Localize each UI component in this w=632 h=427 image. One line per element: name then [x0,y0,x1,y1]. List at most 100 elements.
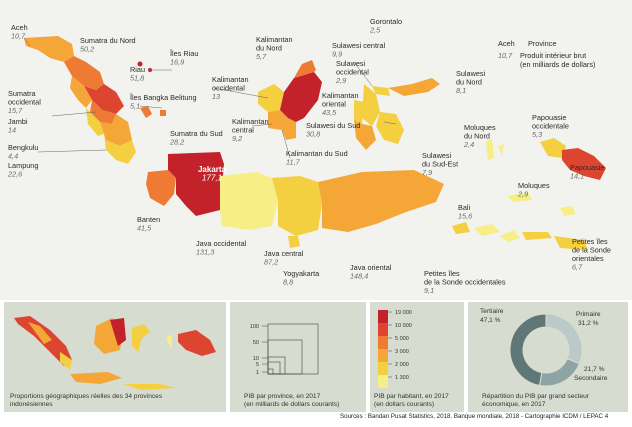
province-sumbar-shape [70,76,92,108]
province-value-malut: 2,4 [463,140,474,149]
province-value-gorontalo: 2,5 [369,26,381,35]
province-value-yogya: 8,8 [283,278,294,287]
province-value-papua: 14,1 [570,172,584,181]
repartition-caption-2: économique, en 2017 [482,401,546,408]
province-kalsel-shape [282,118,296,140]
province-sulut-shape [388,78,440,96]
province-label-kalbar: occidental [212,84,245,93]
province-ntt-shape-2 [554,236,588,250]
province-label-babel: Îles Bangka Belitung [129,93,197,102]
pib-province-scale-label: 5 [256,362,259,368]
province-label-pabar: occidentale [532,122,569,131]
province-label-sumbar: Sumatra [8,89,37,98]
province-ntb-shape [474,224,500,236]
province-label-ntt: de la Sonde [572,246,611,255]
province-sulbar-shape [354,100,364,124]
legend-key-region-label: Province [528,39,556,48]
province-value-aceh: 10,7 [11,32,26,41]
province-pabar-shape [540,138,566,158]
province-sultra-shape [376,112,404,144]
province-sulsel-shape [354,120,376,150]
province-label-ntb: Petites îles [424,269,460,278]
pib-province-scale-label: 10 [253,356,259,362]
province-label-jakarta: Jakarta [198,165,227,174]
province-label-bali: Bali [458,203,471,212]
province-label-sultra: du Sud-Est [422,160,458,169]
province-jateng-shape [272,176,322,236]
province-value-jambi: 14 [8,126,16,135]
pib-habitant-swatch [378,323,388,336]
pib-habitant-scale-label: 1 300 [395,375,409,381]
leader-lines [23,37,397,159]
pib-habitant-caption-1: PIB par habitant, en 2017 [374,393,449,400]
sector-primaire-percent: 31,2 % [578,320,599,327]
province-value-babel: 5,1 [130,102,140,111]
province-label-pabar: Papouasie [532,113,567,122]
map-legend-key: Aceh Province 10,7 Produit intérieur bru… [498,39,595,69]
province-value-sultra: 7,9 [422,168,432,177]
pib-habitant-caption-2: (en dollars courants) [374,401,434,408]
province-ntt-shape [522,232,552,240]
province-value-lampung: 22,6 [7,170,23,179]
province-malut-shape-2 [498,144,504,156]
province-gorontalo-shape [372,86,390,96]
province-riau-shape [84,84,124,114]
province-value-kepri: 16,9 [170,58,184,67]
province-label-sulbar: Sulawesi [336,59,366,68]
pib-province-caption-1: PIB par province, en 2017 [244,393,321,400]
province-label-jateng: Java central [264,249,304,258]
province-label-jambi: Jambi [8,117,28,126]
province-kaltara-shape [294,60,316,78]
province-kaltim-shape [280,72,322,122]
pib-habitant-scale-label: 19 000 [395,310,412,316]
province-papua-shape [562,148,606,180]
province-value-sumsel: 28,2 [169,138,184,147]
province-label-jabar: Java occidental [196,239,247,248]
province-value-banten: 41,5 [137,224,152,233]
province-label-kaltara: Kalimantan [256,35,293,44]
province-babel-shape-2 [160,110,166,116]
province-label-sulut: du Nord [456,78,482,87]
panel-pib-province [230,302,366,412]
province-label-kalsel: Kalimantan du Sud [286,149,348,158]
province-label-kaltim: Kalimantan [322,91,359,100]
sector-primaire-name: Primaire [576,311,601,318]
province-label-aceh: Aceh [11,23,28,32]
sector-tertiaire-percent: 47,1 % [480,317,501,324]
province-label-banten: Banten [137,215,160,224]
province-lampung-shape [104,134,136,164]
legend-key-value-label-1: Produit intérieur brut [520,51,586,60]
province-value-ntt: 6,7 [572,263,583,272]
province-label-riau: Riau [130,65,145,74]
province-label-kaltara: du Nord [256,44,282,53]
source-text: Sources : Bandan Pusat Statistics, 2018.… [340,413,603,420]
province-value-pabar: 5,3 [532,130,542,139]
province-malut-shape [486,138,494,160]
province-label-malut: Moluques [464,123,496,132]
proportions-caption-1: Proportions géographiques réelles des 34… [10,393,163,400]
pib-province-scale-label: 50 [253,340,259,346]
pib-province-scale: 100 50 105 1 [250,324,268,376]
province-jatim-shape [318,170,444,232]
pib-habitant-scale-label: 5 000 [395,336,409,342]
province-babel-shape [140,106,152,118]
sector-slice-tertiaire [509,313,547,386]
pib-province-squares [267,323,319,375]
pib-habitant-swatch [378,362,388,375]
province-sumut-shape [64,56,104,90]
legend-key-value-label-2: (en milliards de dollars) [520,60,595,69]
pib-habitant-swatch [378,349,388,362]
province-value-kalbar: 13 [212,92,220,101]
source-credit: Sources : Bandan Pusat Statistics, 2018.… [340,413,608,420]
province-value-bali: 15,6 [458,212,473,221]
province-value-jakarta: 177,1 [202,174,222,183]
province-label-ntb: de la Sonde occidentales [424,278,506,287]
province-value-jateng: 87,2 [264,258,278,267]
province-label-kalbar: Kalimantan [212,75,249,84]
province-value-sulteng: 9,9 [332,50,342,59]
pib-habitant-swatch [378,336,388,349]
province-value-sulsel: 30,8 [306,130,321,139]
page-number: 4 [604,413,609,420]
province-label-sulbar: occidental [336,68,369,77]
